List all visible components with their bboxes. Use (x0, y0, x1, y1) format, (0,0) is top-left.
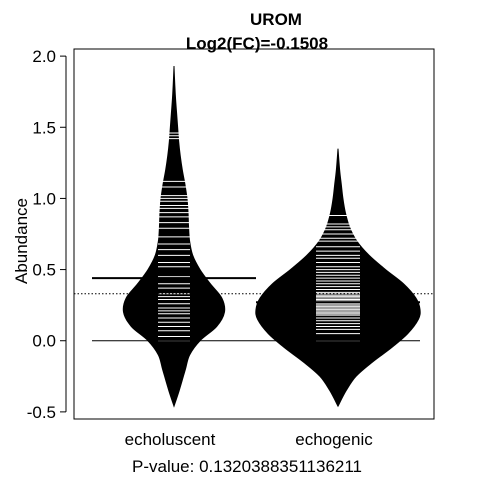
bean-shape (122, 66, 226, 408)
y-tick-label: 2.0 (32, 47, 56, 66)
plot-frame (73, 48, 435, 420)
y-tick-label: 0.0 (32, 332, 56, 351)
bean-shape (255, 148, 421, 408)
y-tick-label: 0.5 (32, 261, 56, 280)
chart-title: UROM (250, 10, 302, 29)
y-tick-label: 1.5 (32, 118, 56, 137)
x-tick-label: echoluscent (125, 430, 216, 449)
x-axis-label: P-value: 0.1320388351136211 (132, 457, 362, 476)
y-tick-label: 1.0 (32, 189, 56, 208)
chart-subtitle: Log2(FC)=-0.1508 (186, 34, 328, 53)
x-tick-label: echogenic (295, 430, 373, 449)
y-tick-label: -0.5 (27, 403, 56, 422)
y-axis-label: Abundance (12, 198, 31, 284)
